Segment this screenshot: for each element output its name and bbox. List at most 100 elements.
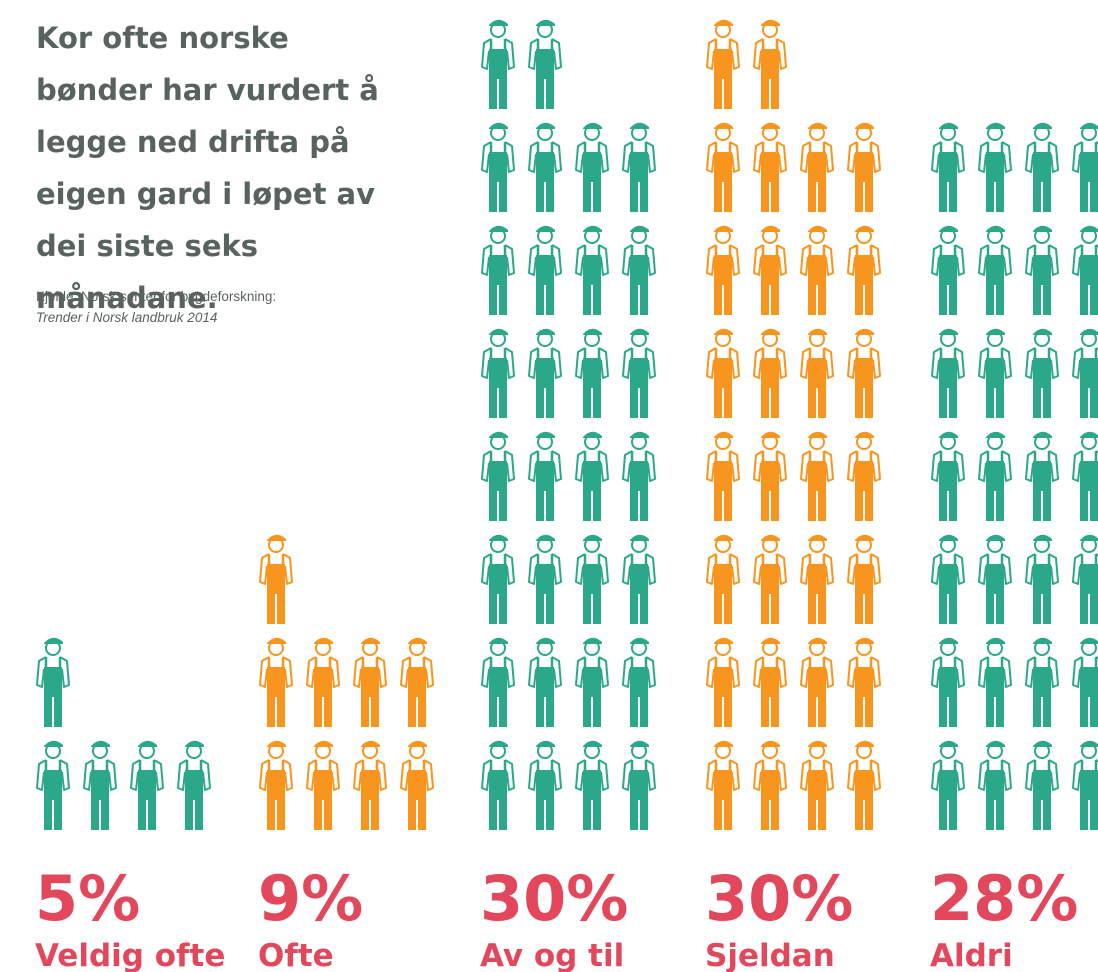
farmer-icon (259, 534, 293, 624)
shirt (753, 141, 787, 173)
farmer-icon (481, 328, 515, 418)
overalls (714, 770, 732, 800)
leg (865, 489, 873, 521)
leg (771, 489, 779, 521)
leg (1090, 283, 1098, 315)
leg (499, 695, 507, 727)
leg (865, 283, 873, 315)
shirt (931, 450, 965, 482)
overalls (1080, 770, 1098, 800)
cap (536, 637, 555, 644)
farmer-icon (83, 740, 117, 830)
overalls (314, 770, 332, 800)
cap (1033, 328, 1052, 335)
leg (489, 77, 497, 109)
farmer-icon (528, 534, 562, 624)
overalls (583, 564, 601, 594)
leg (630, 283, 638, 315)
shirt (753, 656, 787, 688)
shirt (400, 656, 434, 688)
source: Kjelde: Norsk senter for bygdeforskning:… (36, 286, 396, 328)
leg (761, 180, 769, 212)
overalls (361, 667, 379, 697)
leg (1043, 592, 1051, 624)
cap (1033, 122, 1052, 129)
shirt (800, 553, 834, 585)
leg (499, 77, 507, 109)
overalls (986, 152, 1004, 182)
farmer-icon (978, 740, 1012, 830)
leg (546, 695, 554, 727)
leg (1043, 180, 1051, 212)
leg (1090, 489, 1098, 521)
shirt (978, 347, 1012, 379)
leg (996, 798, 1004, 830)
farmer-icon (177, 740, 211, 830)
overalls (714, 564, 732, 594)
farmer-icon (753, 637, 787, 727)
cap (855, 637, 874, 644)
farmer-icon (800, 225, 834, 315)
overalls (808, 461, 826, 491)
leg (277, 798, 285, 830)
overalls (808, 770, 826, 800)
farmer-icon (800, 431, 834, 521)
leg (761, 489, 769, 521)
leg (949, 180, 957, 212)
farmer-icon (353, 637, 387, 727)
farmer-icon (800, 637, 834, 727)
cap (714, 740, 733, 747)
leg (818, 695, 826, 727)
farmer-icon (575, 328, 609, 418)
leg (1043, 798, 1051, 830)
shirt (481, 347, 515, 379)
cap (314, 637, 333, 644)
shirt (528, 553, 562, 585)
leg (714, 180, 722, 212)
leg (724, 489, 732, 521)
farmer-icon (575, 534, 609, 624)
overalls (855, 255, 873, 285)
cap (1033, 431, 1052, 438)
overalls (808, 358, 826, 388)
overalls (808, 564, 826, 594)
leg (499, 489, 507, 521)
leg (536, 695, 544, 727)
shirt (1025, 347, 1059, 379)
farmer-icon (931, 431, 965, 521)
leg (714, 489, 722, 521)
source-title: Trender i Norsk landbruk 2014 (36, 310, 218, 325)
leg (855, 695, 863, 727)
shirt (528, 38, 562, 70)
leg (324, 695, 332, 727)
overalls (1080, 255, 1098, 285)
shirt (847, 244, 881, 276)
farmer-icon (130, 740, 164, 830)
cap (583, 534, 602, 541)
overalls (408, 667, 426, 697)
leg (277, 592, 285, 624)
farmer-icon (528, 19, 562, 109)
cap (630, 225, 649, 232)
cap (714, 431, 733, 438)
farmer-icon (847, 122, 881, 212)
farmer-icon (575, 637, 609, 727)
leg (1080, 695, 1088, 727)
shirt (481, 450, 515, 482)
shirt (83, 759, 117, 791)
cap (986, 225, 1005, 232)
leg (808, 283, 816, 315)
leg (630, 489, 638, 521)
leg (499, 798, 507, 830)
cap (536, 19, 555, 26)
overalls (761, 152, 779, 182)
cap (583, 122, 602, 129)
farmer-icon (622, 431, 656, 521)
leg (314, 798, 322, 830)
overalls (714, 152, 732, 182)
cap (986, 534, 1005, 541)
overalls (267, 770, 285, 800)
overalls (939, 564, 957, 594)
leg (808, 695, 816, 727)
shirt (1072, 244, 1098, 276)
